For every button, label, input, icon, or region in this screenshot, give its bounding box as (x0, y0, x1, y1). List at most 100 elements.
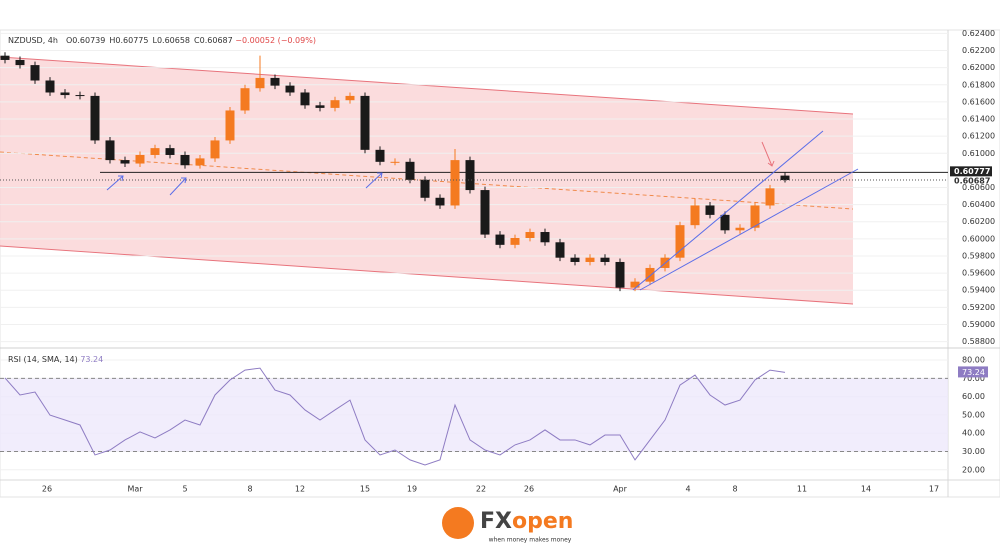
candle-body (285, 85, 295, 93)
candle-body (420, 179, 430, 198)
change: −0.00052 (−0.09%) (235, 36, 316, 45)
ohlc-prefix: H (109, 36, 115, 45)
candle-body (495, 234, 505, 245)
candle-body (480, 190, 490, 235)
arrow (169, 177, 187, 196)
candle-body (555, 242, 565, 258)
candle-body (360, 95, 370, 150)
x-tick-label: 26 (42, 485, 52, 494)
ohlc-value: 0.60658 (157, 36, 190, 45)
arrows (106, 172, 383, 196)
candle-body (390, 161, 400, 163)
candle-body (315, 105, 325, 108)
y-tick-label: 0.61000 (962, 149, 995, 158)
y-tick-label: 0.61200 (962, 132, 995, 141)
candle-body (345, 95, 355, 101)
x-tick-label: 14 (861, 485, 871, 494)
x-tick-label: Mar (127, 485, 143, 494)
candle-body (135, 154, 145, 164)
candle-body (330, 100, 340, 108)
candle-body (165, 148, 175, 155)
candle-body (75, 95, 85, 97)
y-tick-label: 0.59800 (962, 251, 995, 260)
y-tick-label: 0.62400 (962, 29, 995, 38)
rsi-value: 73.24 (80, 355, 103, 364)
candle-body (690, 205, 700, 226)
rsi-band (0, 378, 948, 452)
ohlc-value: 0.60775 (115, 36, 148, 45)
x-tick-label: 5 (182, 485, 187, 494)
logo-icon (442, 507, 474, 539)
x-tick-label: 8 (732, 485, 737, 494)
x-tick-label: 26 (524, 485, 534, 494)
candle-body (45, 80, 55, 93)
rsi-tick-label: 70.00 (962, 374, 985, 383)
candle-body (405, 161, 415, 180)
rsi-tick-label: 60.00 (962, 392, 985, 401)
symbol: NZDUSD, 4h O0.60739 H0.60775 L0.60658 C0.606… (8, 36, 316, 45)
x-tick-label: 12 (295, 485, 305, 494)
ohlc-prefix: L (152, 36, 157, 45)
y-tick-label: 0.62000 (962, 63, 995, 72)
candle-body (450, 160, 460, 206)
candle-body (195, 158, 205, 166)
arrow (365, 172, 383, 189)
rsi-tick-label: 40.00 (962, 429, 985, 438)
candle-body (150, 148, 160, 155)
trend-up-top (632, 130, 824, 291)
candle-body (570, 257, 580, 262)
candle-body (465, 160, 475, 191)
candle-body (540, 232, 550, 243)
rsi-last-label: 73.24 (962, 368, 985, 377)
logo-open: open (512, 509, 573, 534)
candle-body (630, 281, 640, 288)
rsi-tick-label: 30.00 (962, 447, 985, 456)
candle-body (240, 88, 250, 111)
rsi-tick-label: 20.00 (962, 465, 985, 474)
y-tick-label: 0.59600 (962, 269, 995, 278)
y-tick-label: 0.59400 (962, 286, 995, 295)
y-tick-label: 0.61400 (962, 115, 995, 124)
candle-body (270, 77, 280, 86)
candle-body (30, 65, 40, 81)
candle-body (525, 232, 535, 239)
x-tick-label: 22 (476, 485, 486, 494)
x-tick-label: 8 (247, 485, 252, 494)
candle-body (15, 59, 25, 66)
ohlc-prefix: O (66, 36, 72, 45)
candle-body (210, 140, 220, 159)
candle-body (750, 205, 760, 228)
rsi-title: RSI (14, SMA, 14) (8, 355, 78, 364)
candle-body (180, 154, 190, 166)
trend-up-bottom (639, 168, 859, 291)
last-price-label: 0.60687 (954, 177, 990, 186)
candle-body (105, 140, 115, 161)
rsi-tick-label: 80.00 (962, 356, 985, 365)
candle-body (90, 95, 100, 141)
candle-body (585, 257, 595, 262)
candle-body (645, 267, 655, 282)
candle-body (675, 225, 685, 258)
candle-body (705, 205, 715, 215)
resistance-label: 0.60777 (954, 167, 990, 176)
candle-body (735, 227, 745, 231)
y-tick-label: 0.61600 (962, 97, 995, 106)
candle-body (780, 175, 790, 181)
candle-body (765, 188, 775, 206)
logo: FXopen (480, 509, 573, 534)
y-tick-label: 0.62200 (962, 46, 995, 55)
candle-body (120, 160, 130, 164)
ohlc-value: 0.60739 (72, 36, 105, 45)
y-tick-label: 0.59200 (962, 303, 995, 312)
rsi-tick-label: 50.00 (962, 410, 985, 419)
candle-body (375, 149, 385, 162)
candle-body (600, 257, 610, 262)
candle-body (720, 214, 730, 231)
arrow (106, 175, 124, 191)
y-tick-label: 0.61800 (962, 80, 995, 89)
x-tick-label: Apr (613, 485, 628, 494)
candle-body (510, 238, 520, 245)
ohlc: O0.60739 H0.60775 L0.60658 C0.60687 (66, 36, 233, 45)
